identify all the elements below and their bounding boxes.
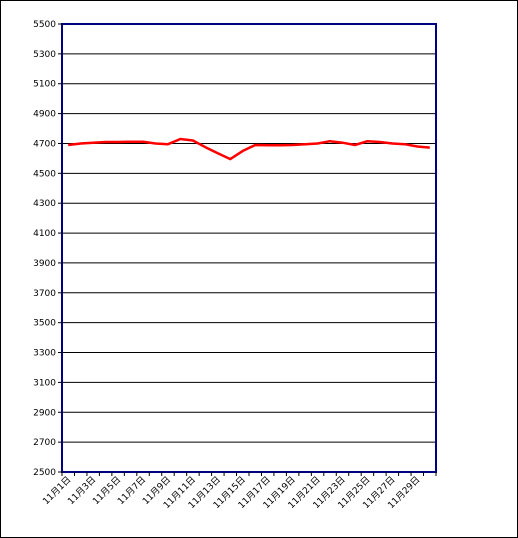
y-tick-label: 2500: [33, 468, 56, 478]
x-axis-ticks: 11月1日11月3日11月5日11月7日11月9日11月11日11月13日11月…: [41, 472, 437, 511]
y-tick-label: 3100: [33, 378, 56, 388]
series-line: [68, 137, 430, 161]
y-tick-label: 3900: [33, 259, 56, 269]
y-tick-label: 4500: [33, 169, 56, 179]
y-tick-label: 5500: [33, 20, 56, 30]
y-tick-label: 4300: [33, 199, 56, 209]
y-tick-label: 3300: [33, 349, 56, 359]
gridlines: [62, 53, 436, 443]
y-tick-label: 3500: [33, 319, 56, 329]
y-axis-ticks: 2500 2700 2900 3100 3300 3500 3700 3900 4100 4300…: [33, 20, 62, 478]
y-tick-label: 5100: [33, 80, 56, 90]
y-tick-label: 3700: [33, 289, 56, 299]
series-group: [68, 137, 430, 161]
y-tick-label: 4900: [33, 110, 56, 120]
y-tick-label: 2900: [33, 408, 56, 418]
plot-area: [61, 23, 437, 473]
y-tick-label: 4100: [33, 229, 56, 239]
y-tick-label: 5300: [33, 50, 56, 60]
y-tick-label: 4700: [33, 139, 56, 149]
y-tick-label: 2700: [33, 438, 56, 448]
